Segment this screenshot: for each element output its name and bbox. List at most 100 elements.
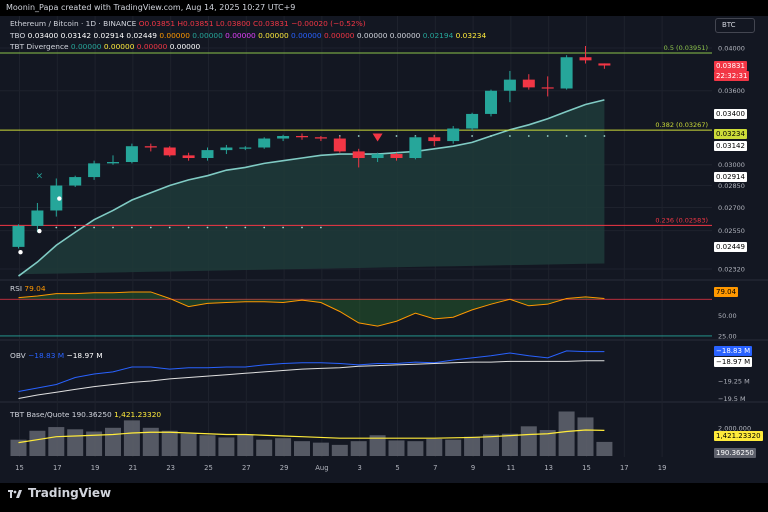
price-tag: 0.02914 — [714, 171, 747, 182]
tbo-band — [18, 99, 606, 277]
candle-body — [69, 177, 82, 186]
time-tick-label: 15 — [15, 464, 24, 472]
volume-bar — [48, 427, 65, 456]
legend-tbo-v7: 0.00000 — [258, 31, 289, 40]
legend-tbo-v5: 0.00000 — [192, 31, 223, 40]
price-tag: 0.03142 — [714, 140, 747, 151]
tbo-dot — [206, 226, 209, 229]
time-tick-label: 19 — [91, 464, 100, 472]
obv-ma-tag: −18.97 M — [714, 357, 753, 368]
time-tick-label: 23 — [166, 464, 175, 472]
price-tick-label: 0.02700 — [718, 204, 745, 212]
obv-ma-line — [18, 360, 605, 399]
rsi-value: 79.04 — [24, 284, 46, 293]
legend-row-divergence[interactable]: TBT Divergence 0.00000 0.00000 0.00000 0… — [10, 42, 200, 51]
volume-bar — [199, 435, 216, 456]
volume-bar — [86, 431, 103, 456]
volume-bar — [445, 439, 462, 456]
legend-row-main[interactable]: Ethereum / Bitcoin · 1D · BINANCE O0.038… — [10, 19, 366, 28]
tbo-dot — [149, 226, 152, 229]
legend-low: L0.03800 — [215, 19, 251, 28]
candle-body — [182, 155, 195, 159]
volume-bar — [426, 438, 443, 456]
legend-div-v3: 0.00000 — [169, 42, 201, 51]
tradingview-logo-icon — [8, 490, 22, 498]
legend-tbo-name: TBO — [10, 31, 26, 40]
price-tick-label: 0.02850 — [718, 182, 745, 190]
candle-body — [522, 79, 535, 88]
volume-bar — [388, 440, 405, 456]
legend-open: O0.03851 — [138, 19, 176, 28]
symbol-button[interactable]: BTC — [715, 18, 755, 33]
volume-bar — [105, 427, 121, 456]
legend-div-v1: 0.00000 — [103, 42, 135, 51]
signal-markers: × — [18, 133, 383, 255]
candle-body — [220, 147, 233, 151]
candle-body — [447, 128, 460, 142]
obv-legend[interactable]: OBV −18.83 M −18.97 M — [10, 351, 103, 360]
obv-name: OBV — [10, 351, 26, 360]
obv-tick-label: −19.5 M — [718, 395, 746, 403]
obv-value-1: −18.83 M — [28, 351, 65, 360]
time-tick-label: 17 — [53, 464, 62, 472]
tbo-dot — [490, 135, 492, 137]
footer — [0, 483, 768, 512]
price-tag-countdown: 22:32:31 — [714, 70, 750, 81]
obv-tag: −18.83 M — [714, 345, 753, 356]
legend-high: H0.03851 — [177, 19, 214, 28]
legend-div-v2: 0.00000 — [136, 42, 168, 51]
tbo-dot — [320, 226, 322, 229]
tbo-dot — [357, 135, 360, 137]
tbo-dot — [509, 135, 511, 137]
volume-bar — [294, 441, 310, 456]
tbo-dot — [93, 226, 95, 229]
obv-pane — [18, 350, 605, 399]
volume-bar — [407, 441, 424, 456]
top-bar: Moonin_Papa created with TradingView.com… — [0, 0, 768, 16]
volume-bar — [369, 435, 386, 456]
time-tick-label: 15 — [582, 464, 591, 472]
tbo-dot — [603, 135, 606, 137]
tbo-dot — [527, 135, 530, 137]
legend-row-tbo[interactable]: TBO 0.03400 0.03142 0.02914 0.02449 0.00… — [10, 31, 486, 40]
tbo-dot — [565, 135, 568, 137]
volume-bar — [275, 438, 292, 456]
price-tag: 0.02449 — [714, 242, 747, 253]
time-tick-label: 25 — [204, 464, 213, 472]
tbt-value-2: 1,421.23320 — [114, 410, 162, 419]
tbt-ma-tag: 1,421.23320 — [714, 431, 763, 441]
tbo-dot — [584, 135, 587, 137]
tbt-pane — [10, 411, 613, 456]
legend-tbo-v11: 0.00000 — [389, 31, 421, 40]
candle-body — [125, 146, 138, 163]
legend-tbo-v4: 0.00000 — [159, 31, 190, 40]
volume-bar — [123, 420, 140, 456]
rsi-legend[interactable]: RSI 79.04 — [10, 284, 46, 293]
candle-body — [333, 138, 346, 152]
time-tick-label: 19 — [658, 464, 667, 472]
candle-body — [409, 137, 422, 159]
legend-symbol: Ethereum / Bitcoin · 1D · BINANCE — [10, 19, 137, 28]
volume-bar — [180, 433, 197, 456]
tbo-dot — [263, 226, 266, 229]
tbo-dot — [546, 135, 549, 137]
obv-value-2: −18.97 M — [66, 351, 103, 360]
candle-body — [258, 138, 271, 148]
signal-down-triangle — [372, 133, 383, 142]
tbt-name: TBT Base/Quote — [10, 410, 70, 419]
price-tick-label: 0.04000 — [718, 45, 745, 53]
fib-label: 0.382 (0.03267) — [655, 121, 708, 129]
price-tick-label: 0.03600 — [718, 87, 745, 95]
legend-tbo-v13: 0.03234 — [455, 31, 487, 40]
candle-body — [598, 63, 611, 66]
legend-tbo-v3: 0.02449 — [126, 31, 157, 40]
volume-bar — [539, 430, 556, 456]
tbt-legend[interactable]: TBT Base/Quote 190.36250 1,421.23320 — [10, 410, 161, 419]
time-tick-label: 17 — [620, 464, 629, 472]
chart-area[interactable]: 0.5 (0.03951) 0.382 (0.03267) 0.236 (0.025… — [0, 16, 768, 483]
tbo-dot — [244, 226, 247, 229]
time-tick-label: 27 — [242, 464, 251, 472]
volume-bar — [142, 427, 159, 456]
rsi-name: RSI — [10, 284, 23, 293]
